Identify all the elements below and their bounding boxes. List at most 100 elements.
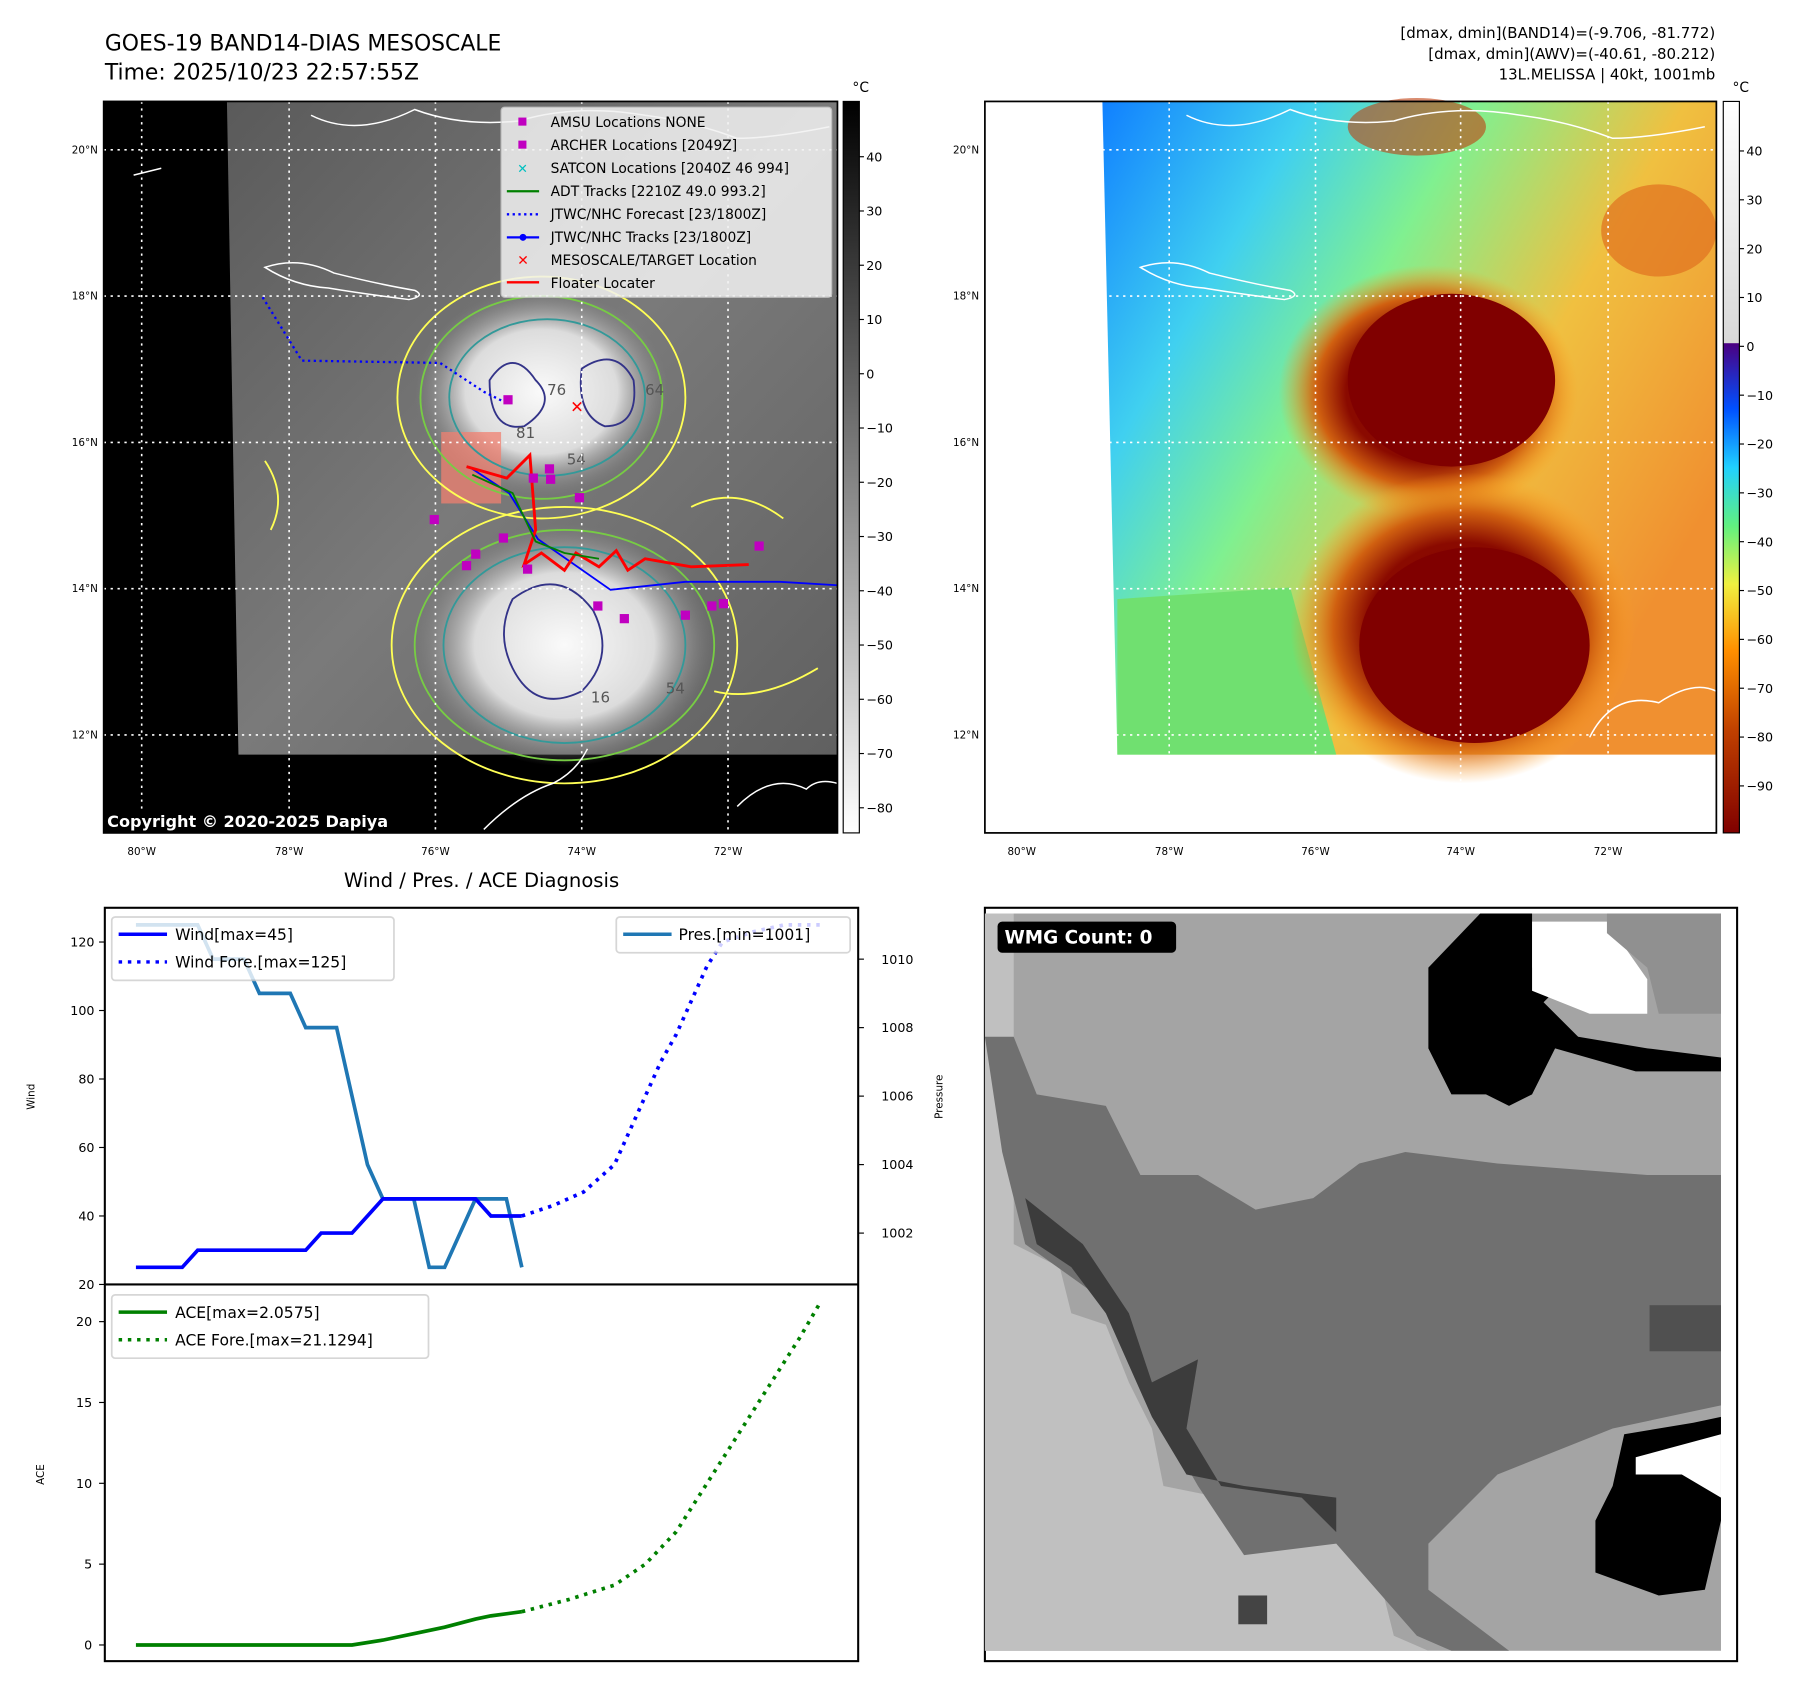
lat-label: 18°N xyxy=(72,291,98,303)
lon-label: 80°W xyxy=(1007,846,1036,858)
legend-pressure: Pres.[min=1001] xyxy=(678,926,810,944)
ace-forecast-line xyxy=(521,1302,822,1614)
legend-wind-forecast: Wind Fore.[max=125] xyxy=(175,954,346,972)
colorbar-tick-label: 0 xyxy=(1746,339,1754,354)
colorbar-right-unit: °C xyxy=(1732,80,1749,96)
archer-marker xyxy=(718,599,729,609)
lat-label: 12°N xyxy=(72,729,98,741)
lon-label: 78°W xyxy=(1155,846,1184,858)
archer-marker xyxy=(528,473,538,483)
archer-marker xyxy=(471,549,481,559)
colorbar-tick-label: 10 xyxy=(866,312,882,327)
colorbar-tick-label: −40 xyxy=(1746,534,1773,549)
legend-ace-forecast: ACE Fore.[max=21.1294] xyxy=(175,1332,373,1350)
legend-floater: Floater Locater xyxy=(551,276,656,292)
legend-adt: ADT Tracks [2210Z 49.0 993.2] xyxy=(551,184,766,200)
colorbar-tick-label: 10 xyxy=(1746,290,1762,305)
colorbar-tick-label: −20 xyxy=(866,475,893,490)
map-legend: ✕ ✕ AMSU Locations NONE ARCHER Locations… xyxy=(500,106,833,298)
copyright: Copyright © 2020-2025 Dapiya xyxy=(107,812,388,831)
legend-wind: Wind[max=45] xyxy=(175,926,293,944)
archer-marker xyxy=(546,474,556,484)
chart-title: Wind / Pres. / ACE Diagnosis xyxy=(344,869,619,892)
wind-tick-label: 100 xyxy=(70,1003,94,1018)
colorbar-tick-label: −70 xyxy=(1746,681,1773,696)
colorbar-right xyxy=(1722,100,1740,834)
colorbar-tick-label: 30 xyxy=(866,204,882,219)
colorbar-tick-label: −70 xyxy=(866,746,893,761)
wmg-panel: WMG Count: 0 xyxy=(983,906,1739,1663)
colorbar-tick-label: −10 xyxy=(1746,388,1773,403)
colorbar-tick-label: −10 xyxy=(866,421,893,436)
archer-marker xyxy=(680,610,691,620)
storm-info: 13L.MELISSA | 40kt, 1001mb xyxy=(1499,66,1716,84)
legend-jtwc-tracks: JTWC/NHC Tracks [23/1800Z] xyxy=(550,230,752,246)
svg-text:✕: ✕ xyxy=(517,253,529,269)
colorbar-tick-label: 0 xyxy=(866,366,874,381)
archer-marker xyxy=(574,493,585,503)
colorbar-tick-label: −30 xyxy=(1746,485,1773,500)
pressure-tick-label: 1008 xyxy=(881,1020,913,1035)
archer-marker xyxy=(503,395,513,405)
lon-label: 76°W xyxy=(1301,846,1330,858)
gridlines xyxy=(103,101,838,833)
pressure-tick-label: 1006 xyxy=(881,1089,913,1104)
lat-label: 12°N xyxy=(953,729,979,741)
ace-tick-label: 5 xyxy=(84,1557,92,1572)
pressure-tick-label: 1002 xyxy=(881,1226,913,1241)
legend-target: MESOSCALE/TARGET Location xyxy=(551,253,757,269)
archer-marker xyxy=(754,541,764,551)
archer-marker xyxy=(498,533,508,543)
wmg-count: WMG Count: 0 xyxy=(1004,927,1152,948)
lon-label: 74°W xyxy=(567,846,596,858)
colorbar-tick-label: −50 xyxy=(1746,583,1773,598)
lon-label: 80°W xyxy=(127,846,156,858)
archer-marker xyxy=(522,564,533,574)
band14-map: 76 81 54 64 16 54 ✕ xyxy=(72,80,893,858)
lat-label: 18°N xyxy=(953,291,979,303)
ace-tick-label: 0 xyxy=(84,1638,92,1653)
wind-tick-label: 20 xyxy=(78,1277,94,1292)
colorbar-tick-label: −60 xyxy=(866,692,893,707)
pressure-ylabel: Pressure xyxy=(933,1075,945,1119)
wind-tick-label: 40 xyxy=(78,1209,94,1224)
contour-label: 54 xyxy=(567,450,586,468)
colorbar-tick-label: 20 xyxy=(1746,241,1762,256)
lon-label: 74°W xyxy=(1446,846,1475,858)
lat-label: 16°N xyxy=(953,437,979,449)
colorbar-tick-label: 20 xyxy=(866,258,882,273)
lon-label: 78°W xyxy=(275,846,304,858)
wind-pres-ace-chart: Wind Pressure ACE 2040608010012010021004… xyxy=(26,906,945,1663)
colorbar-tick-label: −60 xyxy=(1746,632,1773,647)
colorbar-tick-label: −40 xyxy=(866,583,893,598)
lat-label: 14°N xyxy=(72,583,98,595)
stats-band14: [dmax, dmin](BAND14)=(-9.706, -81.772) xyxy=(1400,24,1715,42)
ace-legend: ACE[max=2.0575] ACE Fore.[max=21.1294] xyxy=(110,1293,430,1360)
archer-marker xyxy=(593,601,603,611)
pressure-tick-label: 1004 xyxy=(881,1157,913,1172)
legend-satcon: SATCON Locations [2040Z 46 994] xyxy=(551,161,789,177)
contour-label: 54 xyxy=(666,680,685,698)
wind-tick-label: 60 xyxy=(78,1140,94,1155)
colorbar-left-unit: °C xyxy=(852,80,869,96)
lon-label: 72°W xyxy=(714,846,743,858)
archer-marker xyxy=(544,464,555,474)
legend-amsu: AMSU Locations NONE xyxy=(551,115,706,131)
lat-label: 14°N xyxy=(953,583,979,595)
figure-title: GOES-19 BAND14-DIAS MESOSCALE xyxy=(105,32,502,57)
colorbar-tick-label: 40 xyxy=(1746,144,1762,159)
svg-text:✕: ✕ xyxy=(517,161,528,176)
archer-marker xyxy=(461,561,472,571)
ace-tick-label: 20 xyxy=(76,1314,92,1329)
lat-label: 16°N xyxy=(72,437,98,449)
colorbar-tick-label: −80 xyxy=(866,800,893,815)
colorbar-tick-label: −50 xyxy=(866,638,893,653)
contour-label: 64 xyxy=(645,381,664,399)
colorbar-tick-label: −20 xyxy=(1746,437,1773,452)
awv-map: 20°N 18°N 16°N 14°N 12°N 80°W 78°W 76°W 74°W 72°… xyxy=(953,80,1773,858)
ace-tick-label: 10 xyxy=(76,1476,92,1491)
ace-ylabel: ACE xyxy=(35,1464,47,1485)
floater-track xyxy=(466,451,749,573)
ace-tick-label: 15 xyxy=(76,1395,92,1410)
